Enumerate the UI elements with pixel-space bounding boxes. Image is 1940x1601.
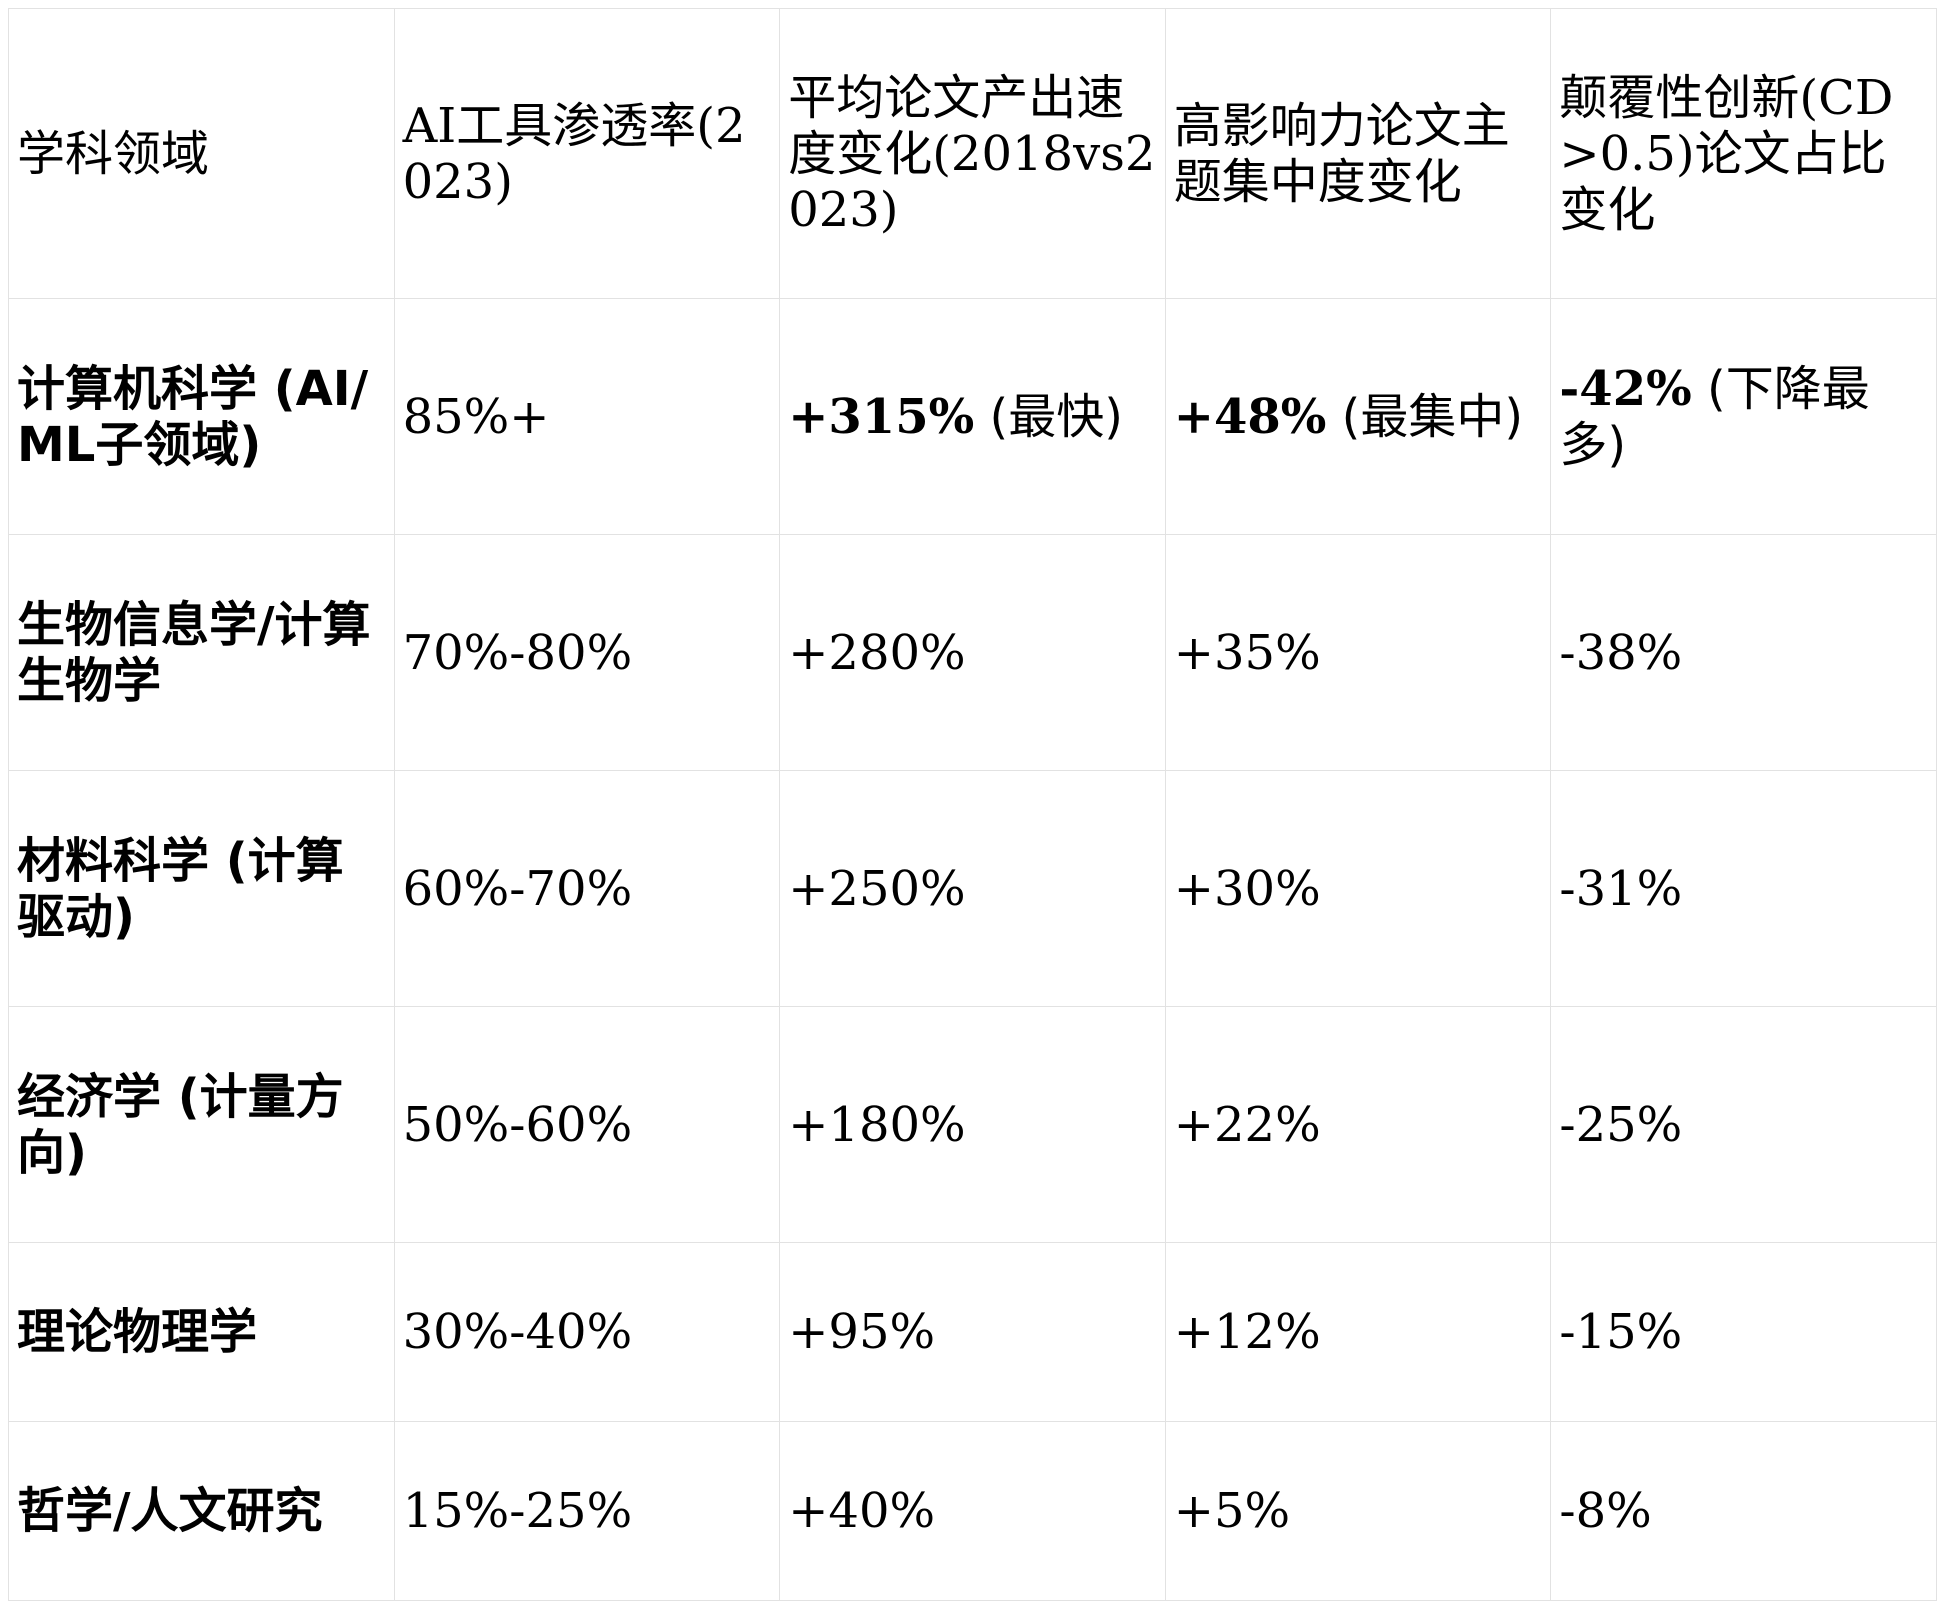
row-field: 生物信息学/计算生物学 bbox=[8, 534, 395, 771]
data-table: 学科领域 AI工具渗透率(2023) 平均论文产出速度变化(2018vs2023… bbox=[8, 8, 1937, 1601]
row-speed: +315% (最快) bbox=[779, 298, 1166, 535]
row-speed: +280% bbox=[779, 534, 1166, 771]
disruptive-value: -42% bbox=[1559, 360, 1692, 417]
header-field: 学科领域 bbox=[8, 8, 395, 299]
header-speed: 平均论文产出速度变化(2018vs2023) bbox=[779, 8, 1166, 299]
row-speed: +250% bbox=[779, 770, 1166, 1007]
table-row: 生物信息学/计算生物学 70%-80% +280% +35% -38% bbox=[8, 534, 1937, 771]
row-concentration: +30% bbox=[1164, 770, 1552, 1007]
concentration-value: +48% bbox=[1173, 388, 1327, 445]
speed-value: +315% bbox=[788, 388, 975, 445]
row-concentration: +35% bbox=[1164, 534, 1552, 771]
header-disruptive: 颠覆性创新(CD>0.5)论文占比变化 bbox=[1550, 8, 1937, 299]
table-row: 经济学 (计量方向) 50%-60% +180% +22% -25% bbox=[8, 1006, 1937, 1243]
row-penetration: 70%-80% bbox=[393, 534, 781, 771]
disruptive-note: (下降最多) bbox=[1559, 360, 1870, 473]
row-concentration: +12% bbox=[1164, 1242, 1552, 1422]
row-penetration: 60%-70% bbox=[393, 770, 781, 1007]
row-penetration: 15%-25% bbox=[393, 1421, 781, 1601]
speed-note: (最快) bbox=[989, 388, 1123, 445]
row-field: 哲学/人文研究 bbox=[8, 1421, 395, 1601]
row-concentration: +22% bbox=[1164, 1006, 1552, 1243]
row-speed: +95% bbox=[779, 1242, 1166, 1422]
row-speed: +180% bbox=[779, 1006, 1166, 1243]
row-penetration: 50%-60% bbox=[393, 1006, 781, 1243]
row-disruptive: -42% (下降最多) bbox=[1550, 298, 1937, 535]
row-penetration: 30%-40% bbox=[393, 1242, 781, 1422]
row-penetration: 85%+ bbox=[393, 298, 781, 535]
row-field: 经济学 (计量方向) bbox=[8, 1006, 395, 1243]
table-row: 计算机科学 (AI/ML子领域) 85%+ +315% (最快) +48% (最… bbox=[8, 298, 1937, 535]
table-row: 材料科学 (计算驱动) 60%-70% +250% +30% -31% bbox=[8, 770, 1937, 1007]
header-penetration: AI工具渗透率(2023) bbox=[393, 8, 781, 299]
row-concentration: +48% (最集中) bbox=[1164, 298, 1552, 535]
row-disruptive: -38% bbox=[1550, 534, 1937, 771]
table-header-row: 学科领域 AI工具渗透率(2023) 平均论文产出速度变化(2018vs2023… bbox=[8, 8, 1937, 299]
row-disruptive: -31% bbox=[1550, 770, 1937, 1007]
row-speed: +40% bbox=[779, 1421, 1166, 1601]
row-field: 理论物理学 bbox=[8, 1242, 395, 1422]
row-disruptive: -8% bbox=[1550, 1421, 1937, 1601]
row-field: 材料科学 (计算驱动) bbox=[8, 770, 395, 1007]
table-row: 理论物理学 30%-40% +95% +12% -15% bbox=[8, 1242, 1937, 1422]
data-table-container: 学科领域 AI工具渗透率(2023) 平均论文产出速度变化(2018vs2023… bbox=[8, 8, 1937, 1601]
header-concentration: 高影响力论文主题集中度变化 bbox=[1164, 8, 1552, 299]
row-field: 计算机科学 (AI/ML子领域) bbox=[8, 298, 395, 535]
row-disruptive: -25% bbox=[1550, 1006, 1937, 1243]
row-concentration: +5% bbox=[1164, 1421, 1552, 1601]
concentration-note: (最集中) bbox=[1341, 388, 1524, 445]
row-disruptive: -15% bbox=[1550, 1242, 1937, 1422]
table-row: 哲学/人文研究 15%-25% +40% +5% -8% bbox=[8, 1421, 1937, 1601]
